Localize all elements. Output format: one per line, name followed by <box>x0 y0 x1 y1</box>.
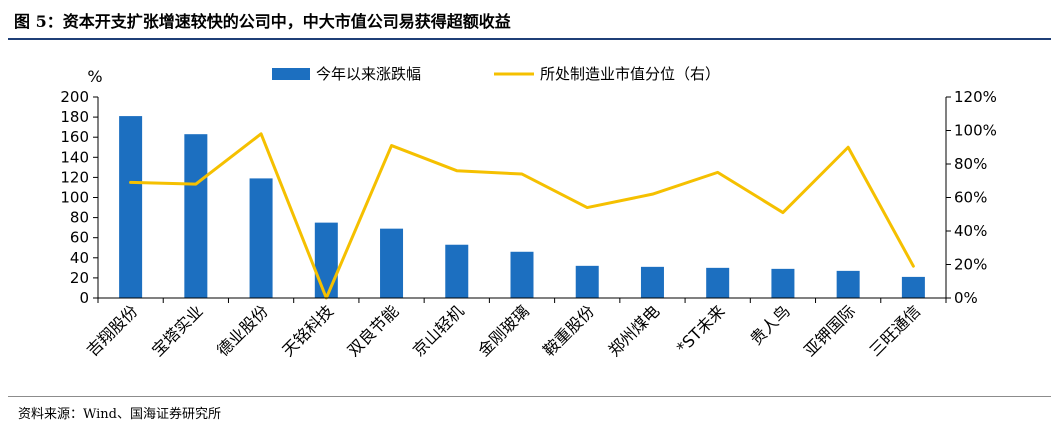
chart: 0 20 40 60 80 100 120 140 160 180 200% 0% 20% 40% 60% 8… <box>60 65 997 360</box>
x-tick-label: 德业股份 <box>213 301 272 360</box>
bar <box>771 268 795 298</box>
x-tick-label: 郑州煤电 <box>605 301 664 360</box>
y2-tick-label: 80% <box>954 155 987 173</box>
y2-tick-label: 20% <box>954 256 987 274</box>
x-tick-label: 吉翔股份 <box>83 301 142 360</box>
bar <box>445 244 469 298</box>
x-tick-label: *ST未来 <box>673 301 729 357</box>
legend-bar-swatch <box>272 68 310 80</box>
source-note: 资料来源：Wind、国海证券研究所 <box>18 407 221 422</box>
y-tick-label: 100 <box>60 189 89 207</box>
source-divider <box>8 396 1051 397</box>
y-tick-label: 120 <box>60 168 89 186</box>
y2-tick-label: 40% <box>954 222 987 240</box>
bar-series <box>119 116 925 298</box>
bar <box>836 270 860 298</box>
legend-line-label: 所处制造业市值分位（右） <box>540 65 720 83</box>
bar <box>249 178 273 298</box>
series-line <box>129 132 915 300</box>
y-tick-label: 20 <box>70 269 89 287</box>
bar <box>575 265 599 298</box>
title-divider <box>8 38 1051 40</box>
legend: 今年以来涨跌幅 所处制造业市值分位（右） <box>272 65 720 83</box>
bar <box>119 116 143 298</box>
bar <box>640 266 664 298</box>
y-axis-label: % <box>87 67 102 86</box>
bar <box>184 134 208 298</box>
bar <box>706 267 730 298</box>
y-tick-label: 180 <box>60 108 89 126</box>
x-tick-label: 金刚玻璃 <box>474 301 533 360</box>
y-tick-label: 80 <box>70 209 89 227</box>
x-tick-label: 京山轻机 <box>409 301 468 360</box>
legend-bar-label: 今年以来涨跌幅 <box>316 65 421 83</box>
x-tick-label: 天铭科技 <box>278 301 337 360</box>
y2-tick-label: 0% <box>954 289 978 307</box>
x-tick-label: 双良节能 <box>344 301 403 360</box>
y-tick-label: 160 <box>60 128 89 146</box>
y-tick-label: 140 <box>60 148 89 166</box>
y-tick-label: 40 <box>70 249 89 267</box>
x-tick-label: 宝塔实业 <box>148 301 207 360</box>
line-series <box>129 132 915 300</box>
y2-tick-label: 100% <box>954 122 997 140</box>
figure-title: 图 5：资本开支扩张增速较快的公司中，中大市值公司易获得超额收益 <box>14 12 511 31</box>
y-tick-label: 200 <box>60 88 89 106</box>
x-tick-label: 三旺通信 <box>866 301 925 360</box>
bar <box>901 276 925 298</box>
y-tick-label: 0 <box>79 289 89 307</box>
y-tick-label: 60 <box>70 229 89 247</box>
x-tick-label: 贵人鸟 <box>746 301 793 348</box>
y2-tick-label: 60% <box>954 189 987 207</box>
y2-tick-label: 120% <box>954 88 997 106</box>
x-tick-label: 鞍重股份 <box>539 301 598 360</box>
bar <box>314 222 338 298</box>
x-tick-label: 亚钾国际 <box>800 301 859 360</box>
bar <box>510 251 534 298</box>
bar <box>380 228 404 298</box>
